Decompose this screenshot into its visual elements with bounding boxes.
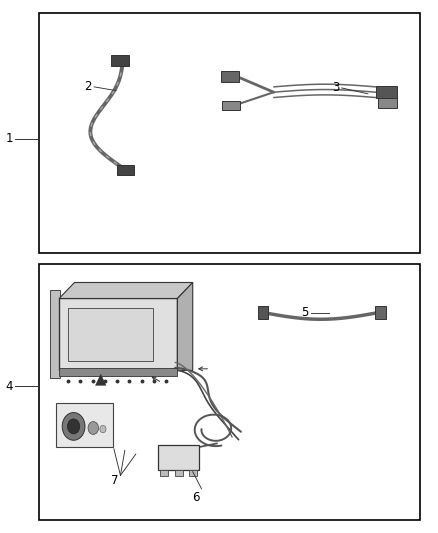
FancyBboxPatch shape [59, 298, 177, 370]
Polygon shape [177, 282, 193, 370]
FancyBboxPatch shape [59, 368, 177, 376]
FancyBboxPatch shape [222, 101, 240, 110]
Text: 4: 4 [6, 380, 13, 393]
Polygon shape [95, 374, 106, 385]
Text: 7: 7 [111, 474, 118, 487]
FancyBboxPatch shape [378, 98, 397, 108]
FancyBboxPatch shape [68, 308, 153, 361]
FancyBboxPatch shape [221, 71, 239, 82]
FancyBboxPatch shape [175, 470, 183, 476]
Text: 1: 1 [6, 132, 13, 145]
Circle shape [67, 419, 80, 434]
FancyBboxPatch shape [376, 86, 397, 98]
Text: 6: 6 [192, 491, 199, 504]
FancyBboxPatch shape [50, 290, 60, 378]
Polygon shape [59, 282, 193, 298]
FancyBboxPatch shape [160, 470, 168, 476]
Text: 2: 2 [85, 80, 92, 93]
FancyBboxPatch shape [189, 470, 197, 476]
FancyBboxPatch shape [39, 264, 420, 520]
Text: 3: 3 [332, 82, 339, 94]
Circle shape [88, 422, 99, 434]
FancyBboxPatch shape [158, 445, 199, 470]
FancyBboxPatch shape [375, 306, 386, 319]
FancyBboxPatch shape [39, 13, 420, 253]
Circle shape [100, 425, 106, 433]
FancyBboxPatch shape [56, 403, 113, 447]
FancyBboxPatch shape [258, 306, 268, 319]
Text: 5: 5 [301, 306, 309, 319]
FancyBboxPatch shape [111, 55, 129, 66]
FancyBboxPatch shape [117, 165, 134, 175]
Circle shape [62, 413, 85, 440]
